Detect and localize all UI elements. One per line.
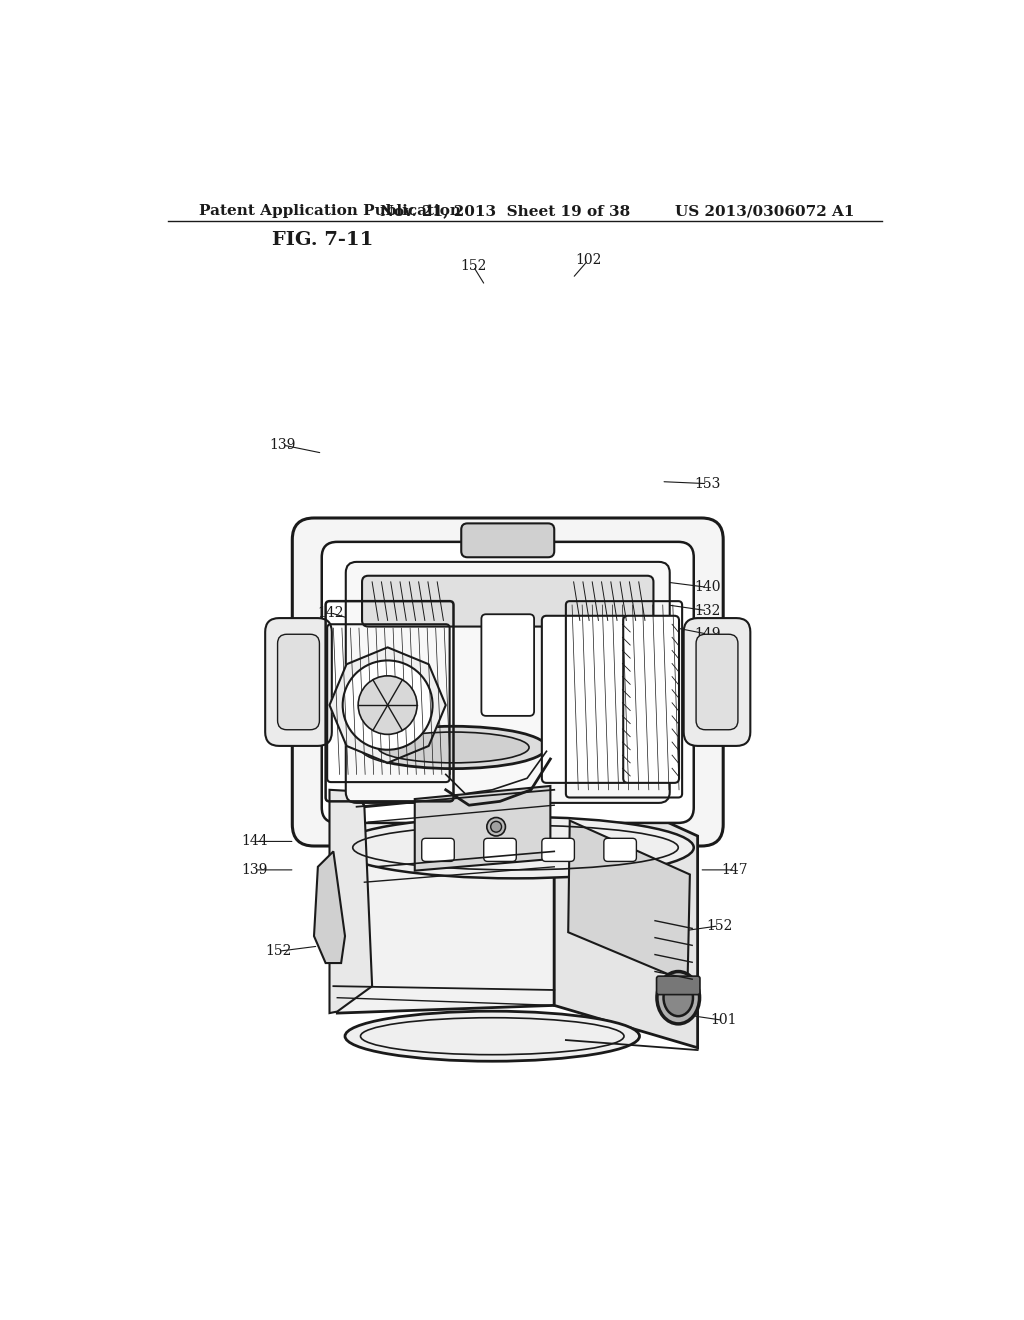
FancyBboxPatch shape [322,543,693,822]
Text: US 2013/0306072 A1: US 2013/0306072 A1 [675,205,854,218]
Circle shape [486,817,506,836]
Text: 139: 139 [269,438,296,451]
Ellipse shape [345,1011,640,1061]
Text: Nov. 21, 2013  Sheet 19 of 38: Nov. 21, 2013 Sheet 19 of 38 [380,205,630,218]
Text: 139: 139 [242,863,268,876]
Text: 140: 140 [694,581,721,594]
Text: 152: 152 [460,259,486,273]
Text: Patent Application Publication: Patent Application Publication [200,205,462,218]
FancyBboxPatch shape [346,562,670,803]
Text: 149: 149 [694,627,721,642]
Polygon shape [356,743,554,807]
Polygon shape [568,821,690,982]
Polygon shape [415,785,550,871]
FancyBboxPatch shape [362,576,653,627]
FancyBboxPatch shape [696,635,738,730]
Text: 103: 103 [413,1036,439,1049]
FancyBboxPatch shape [656,977,700,995]
Polygon shape [554,771,697,1048]
Polygon shape [330,789,372,1014]
Polygon shape [330,647,445,763]
FancyBboxPatch shape [542,838,574,862]
FancyBboxPatch shape [542,615,629,783]
FancyBboxPatch shape [422,838,455,862]
Ellipse shape [664,979,693,1016]
Circle shape [358,676,417,734]
FancyBboxPatch shape [278,635,319,730]
Text: 152: 152 [706,919,732,933]
Text: 153: 153 [694,477,721,491]
Polygon shape [330,771,554,1014]
Text: 147: 147 [722,863,749,876]
FancyBboxPatch shape [265,618,332,746]
Text: 144: 144 [242,834,268,849]
FancyBboxPatch shape [461,524,554,557]
FancyBboxPatch shape [481,614,535,715]
Text: 152: 152 [265,944,292,958]
FancyBboxPatch shape [292,517,723,846]
Circle shape [490,821,502,832]
Circle shape [343,660,432,750]
Ellipse shape [657,972,699,1024]
Text: 101: 101 [392,690,419,704]
Text: FIG. 7-11: FIG. 7-11 [271,231,373,248]
Text: FIG. 7-10: FIG. 7-10 [383,594,484,612]
FancyBboxPatch shape [624,615,679,783]
FancyBboxPatch shape [604,838,636,862]
FancyBboxPatch shape [684,618,751,746]
Text: 102: 102 [575,253,601,267]
Text: 101: 101 [710,1014,736,1027]
Ellipse shape [337,817,693,878]
Text: 132: 132 [694,603,721,618]
Ellipse shape [378,733,529,763]
FancyBboxPatch shape [483,838,516,862]
Text: 142: 142 [317,606,344,619]
Text: 102: 102 [639,606,665,619]
Polygon shape [314,851,345,964]
Ellipse shape [360,726,547,768]
